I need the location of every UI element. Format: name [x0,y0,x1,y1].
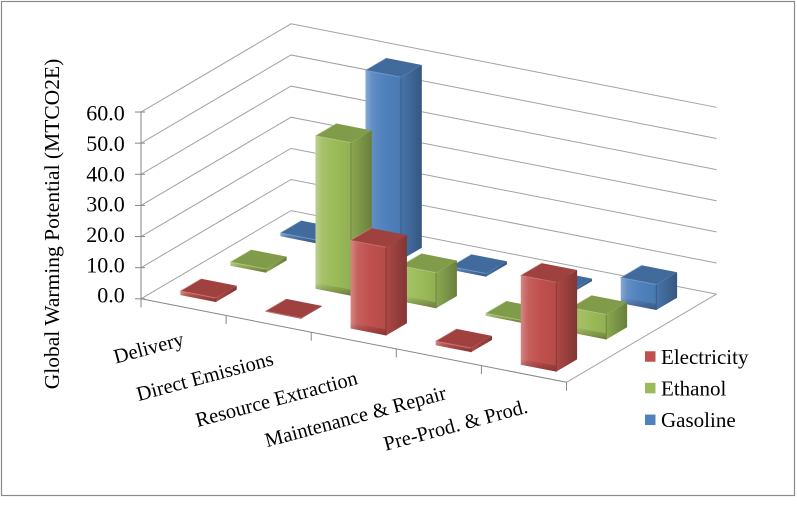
svg-text:50.0: 50.0 [86,131,125,156]
svg-text:Gasoline: Gasoline [661,408,736,432]
svg-text:40.0: 40.0 [86,161,125,186]
svg-text:10.0: 10.0 [86,252,125,277]
svg-text:0.0: 0.0 [97,283,125,308]
svg-text:Global Warming Potential (MTCO: Global Warming Potential (MTCO2E) [40,59,64,389]
svg-text:Ethanol: Ethanol [661,377,726,401]
svg-text:60.0: 60.0 [86,101,125,126]
svg-text:30.0: 30.0 [86,192,125,217]
svg-text:Electricity: Electricity [661,345,749,369]
svg-text:20.0: 20.0 [86,222,125,247]
